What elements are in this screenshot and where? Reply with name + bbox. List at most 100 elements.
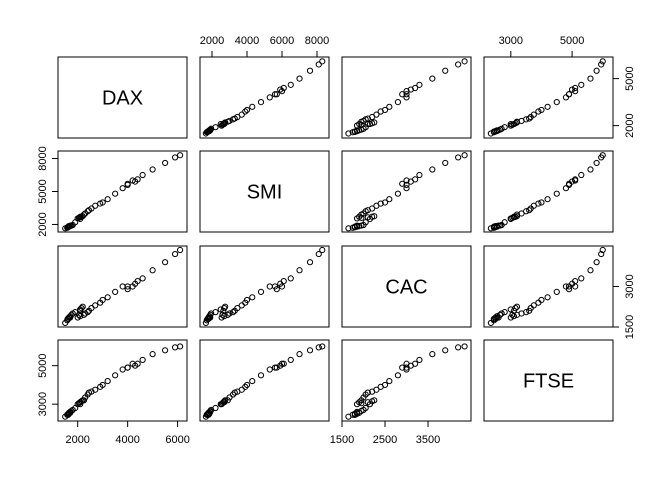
variable-label: CAC <box>385 277 427 299</box>
point <box>124 180 131 187</box>
point <box>229 391 237 398</box>
point <box>386 377 393 385</box>
point <box>568 86 576 93</box>
point <box>492 314 499 321</box>
point <box>119 185 126 192</box>
point <box>234 304 241 312</box>
point <box>212 124 219 131</box>
point <box>403 185 410 192</box>
point <box>587 267 594 274</box>
point <box>353 222 361 229</box>
point <box>257 99 265 106</box>
point <box>99 199 106 206</box>
point <box>162 259 169 266</box>
point <box>212 404 219 412</box>
point <box>92 302 99 309</box>
point <box>176 152 184 159</box>
point <box>221 304 228 312</box>
point <box>112 372 119 379</box>
point <box>403 360 410 367</box>
point <box>587 166 594 173</box>
point <box>67 222 74 229</box>
point <box>442 159 449 167</box>
point <box>149 166 156 173</box>
point <box>75 400 83 407</box>
point <box>80 397 88 404</box>
x-tick-label: 2500 <box>373 434 397 446</box>
point <box>92 386 99 393</box>
x-tick-label: 2000 <box>65 434 89 446</box>
y-tick-label: 8000 <box>37 146 49 170</box>
point <box>553 288 560 295</box>
point <box>139 356 146 364</box>
point <box>373 111 380 118</box>
point <box>399 91 406 98</box>
point <box>271 364 279 371</box>
point <box>243 381 251 389</box>
point <box>386 196 393 203</box>
point <box>280 277 287 285</box>
point <box>226 310 233 317</box>
point <box>364 389 371 396</box>
point <box>273 364 280 371</box>
x-tick-label: 3500 <box>416 434 440 446</box>
point <box>280 360 287 367</box>
point <box>212 309 219 316</box>
y-tick-label: 1500 <box>624 315 636 339</box>
point <box>553 99 560 106</box>
point <box>455 154 462 161</box>
point <box>271 91 279 98</box>
point <box>162 347 169 354</box>
point <box>249 294 256 301</box>
point <box>306 259 314 266</box>
point <box>535 108 542 115</box>
point <box>403 177 410 184</box>
y-tick-label: 3000 <box>624 274 636 298</box>
point <box>278 360 286 367</box>
point <box>257 372 265 379</box>
point <box>412 176 419 183</box>
point <box>134 277 141 285</box>
point <box>278 88 286 95</box>
point <box>526 207 533 214</box>
point <box>544 103 551 110</box>
point <box>205 315 212 322</box>
point <box>92 202 99 209</box>
point <box>171 154 179 161</box>
point <box>461 152 468 159</box>
point <box>507 314 514 321</box>
panel-frame <box>199 150 330 233</box>
point <box>139 275 146 282</box>
point <box>523 208 530 215</box>
point <box>535 200 542 207</box>
x-tick-label: 3000 <box>499 35 523 47</box>
point <box>171 344 179 351</box>
point <box>243 106 251 114</box>
point <box>593 159 600 167</box>
point <box>243 296 251 304</box>
variable-label: SMI <box>247 182 283 204</box>
point <box>129 177 136 184</box>
point <box>399 180 406 187</box>
point <box>412 84 419 92</box>
point <box>572 177 579 184</box>
point <box>599 246 606 254</box>
point <box>507 215 514 222</box>
point <box>345 225 352 232</box>
point <box>129 360 136 367</box>
point <box>280 84 287 92</box>
point <box>572 283 579 290</box>
panel-frame <box>199 245 330 328</box>
point <box>207 127 214 134</box>
variable-label: DAX <box>102 88 143 110</box>
point <box>572 84 579 92</box>
point <box>273 91 280 98</box>
point <box>242 383 249 390</box>
point <box>306 347 314 354</box>
point <box>124 286 131 293</box>
point <box>257 288 265 295</box>
point <box>369 398 376 405</box>
y-tick-label: 5000 <box>624 66 636 90</box>
point <box>507 122 514 129</box>
point <box>429 75 436 82</box>
